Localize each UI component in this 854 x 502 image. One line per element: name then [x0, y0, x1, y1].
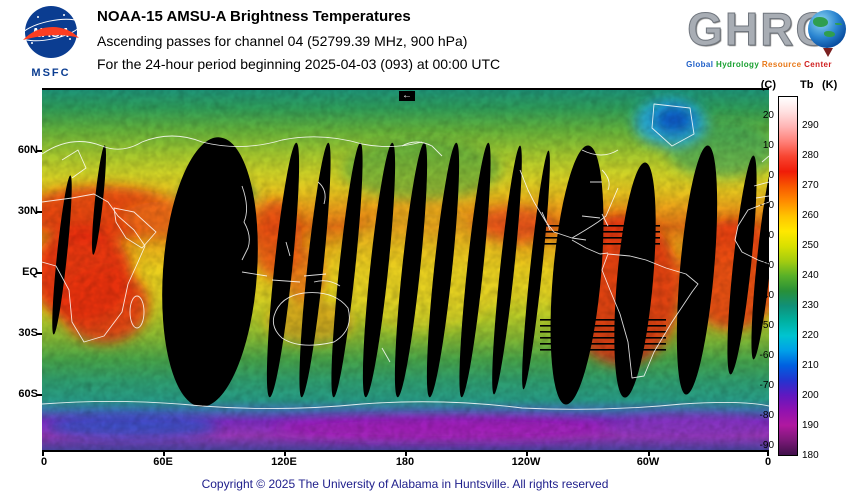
colorbar-tick-c: -40 — [759, 290, 774, 301]
page-title: NOAA-15 AMSU-A Brightness Temperatures — [97, 8, 411, 25]
colorbar-tick-k: 190 — [802, 420, 819, 431]
colorbar-tick-c: 0 — [768, 170, 774, 181]
lon-tick — [648, 450, 650, 456]
lon-label-0w: 0 — [764, 456, 772, 468]
colorbar-tick-c: -20 — [759, 230, 774, 241]
ghrc-logo: GHRC Global Hydrology Resource Center — [670, 3, 848, 82]
colorbar-tick-k: 240 — [802, 270, 819, 281]
ghrc-globe-stand-icon — [823, 48, 833, 57]
ghrc-subtitle-word: Hydrology — [716, 60, 760, 69]
lat-tick — [36, 333, 42, 335]
scanline-artifacts — [540, 225, 666, 351]
colorbar-tick-k: 290 — [802, 120, 819, 131]
colorbar-tick-c: -50 — [759, 320, 774, 331]
ghrc-globe-icon — [808, 10, 846, 48]
lon-tick — [42, 450, 44, 456]
colorbar-tick-c: -70 — [759, 380, 774, 391]
copyright-notice: Copyright © 2025 The University of Alaba… — [201, 477, 609, 491]
nasa-meatball-icon: NASA — [21, 6, 81, 58]
lon-tick — [526, 450, 528, 456]
lat-label-60s: 60S — [18, 388, 38, 400]
colorbar-tick-c: -80 — [759, 410, 774, 421]
colorbar-unit-kelvin: (K) — [822, 79, 838, 91]
colorbar-tick-k: 180 — [802, 450, 819, 461]
lon-tick — [405, 450, 407, 456]
pan-arrow-icon: ← — [399, 91, 415, 101]
lat-tick — [36, 394, 42, 396]
colorbar — [778, 96, 798, 456]
lon-label-60e: 60E — [153, 456, 173, 468]
ghrc-subtitle-word: Center — [804, 60, 832, 69]
ghrc-subtitle-word: Resource — [761, 60, 802, 69]
coastline-overlay — [42, 103, 769, 410]
map-top-border — [42, 88, 769, 90]
nasa-logo: NASA MSFC — [12, 5, 90, 79]
title-block: NOAA-15 AMSU-A Brightness Temperatures A… — [97, 8, 500, 79]
colorbar-tick-c: -60 — [759, 350, 774, 361]
colorbar-tick-k: 270 — [802, 180, 819, 191]
colorbar-tick-c: 10 — [762, 140, 774, 151]
colorbar-unit-tb: Tb — [800, 79, 814, 91]
lon-tick — [284, 450, 286, 456]
colorbar-tick-k: 200 — [802, 390, 819, 401]
lon-tick — [163, 450, 165, 456]
colorbar-tick-c: -10 — [759, 200, 774, 211]
msfc-label: MSFC — [31, 67, 71, 79]
lon-tick — [767, 450, 769, 456]
lat-tick — [36, 150, 42, 152]
lon-label-120w: 120W — [511, 456, 541, 468]
lon-label-180: 180 — [395, 456, 415, 468]
subtitle-channel: Ascending passes for channel 04 (52799.3… — [97, 33, 468, 49]
ghrc-logo-text: GHRC — [687, 3, 831, 55]
colorbar-tick-k: 230 — [802, 300, 819, 311]
colorbar-tick-c: -30 — [759, 260, 774, 271]
ghrc-subtitle-word: Global — [686, 60, 714, 69]
colorbar-tick-c: -90 — [759, 440, 774, 451]
lat-tick — [36, 211, 42, 213]
lon-label-0e: 0 — [40, 456, 48, 468]
lat-label-30n: 30N — [17, 205, 38, 217]
subtitle-period: For the 24-hour period beginning 2025-04… — [97, 56, 501, 72]
colorbar-tick-k: 210 — [802, 360, 819, 371]
brightness-temperature-map — [42, 90, 769, 450]
colorbar-tick-k: 260 — [802, 210, 819, 221]
lon-label-120e: 120E — [271, 456, 297, 468]
lon-label-60w: 60W — [636, 456, 660, 468]
lat-label-60n: 60N — [17, 144, 38, 156]
lat-tick — [36, 272, 42, 274]
lat-label-eq: EQ — [22, 266, 38, 278]
map-image — [42, 90, 769, 450]
lat-label-30s: 30S — [18, 327, 38, 339]
ascending-pass-gaps — [52, 137, 769, 407]
colorbar-tick-k: 220 — [802, 330, 819, 341]
colorbar-tick-k: 280 — [802, 150, 819, 161]
colorbar-tick-c: 20 — [762, 110, 774, 121]
ghrc-subtitle: Global Hydrology Resource Center — [670, 60, 848, 69]
colorbar-tick-k: 250 — [802, 240, 819, 251]
colorbar-unit-celsius: (C) — [760, 79, 776, 91]
